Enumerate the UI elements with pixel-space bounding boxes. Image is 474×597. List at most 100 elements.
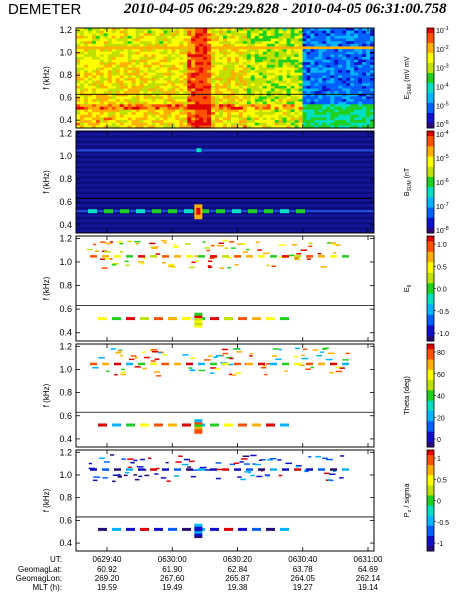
spectrogram-cell xyxy=(334,62,339,66)
spectrogram-cell xyxy=(270,30,276,34)
y-tick-label: 1.2 xyxy=(59,341,72,351)
y-tick-label: 1.0 xyxy=(59,151,72,161)
spectrogram-cell xyxy=(290,64,296,68)
spectrogram-cell xyxy=(135,30,141,34)
spectrogram-cell xyxy=(191,38,196,42)
spectrogram-cell xyxy=(151,54,157,58)
spectrogram-cell xyxy=(99,85,105,90)
spectrogram-cell xyxy=(203,56,208,61)
spectrogram-cell xyxy=(203,122,208,126)
spectrogram-cell xyxy=(370,35,375,40)
spectrogram-cell xyxy=(258,75,264,79)
spectrogram-cell xyxy=(191,80,196,84)
colorbar-cell xyxy=(427,512,434,515)
spectrogram-cell xyxy=(199,83,204,87)
spectrogram-cell xyxy=(207,51,212,55)
spectrogram-cell xyxy=(191,49,196,53)
scatter-mark xyxy=(280,527,289,531)
spectrogram-cell xyxy=(76,49,81,53)
spectrogram-cell xyxy=(179,106,184,111)
scatter-mark xyxy=(332,243,338,246)
spectrogram-cell xyxy=(282,30,288,34)
spectrogram-cell xyxy=(254,106,260,111)
spectrogram-cell xyxy=(278,93,284,97)
spectrogram-cell xyxy=(258,38,264,42)
scatter-mark xyxy=(294,257,299,259)
spectrogram-cell xyxy=(270,33,276,37)
spectrogram-cell xyxy=(362,83,367,87)
spectrogram-cell xyxy=(258,88,264,92)
spectrogram-cell xyxy=(107,59,113,63)
spectrogram-cell xyxy=(250,93,256,97)
spectrogram-cell xyxy=(282,80,288,84)
spectrogram-cell xyxy=(322,78,327,82)
spectrogram-cell xyxy=(195,33,200,37)
spectrogram-cell xyxy=(278,78,284,82)
spectrogram-cell xyxy=(346,64,351,68)
spectrogram-cell xyxy=(254,101,260,105)
spectrogram-cell xyxy=(91,75,97,79)
spectrogram-cell xyxy=(215,114,220,118)
scatter-mark xyxy=(126,362,133,366)
spectrogram-cell xyxy=(234,30,240,34)
spectrogram-cell xyxy=(80,43,85,47)
spectrogram-cell xyxy=(139,43,145,47)
spectrogram-cell xyxy=(238,78,244,82)
scatter-mark xyxy=(322,347,329,350)
y-axis-label: f (kHz) xyxy=(42,170,51,194)
spectrogram-cell xyxy=(119,80,125,84)
spectrogram-cell xyxy=(270,78,276,82)
scatter-mark xyxy=(243,463,250,465)
spectrogram-cell xyxy=(306,83,312,87)
spectrogram-cell xyxy=(171,109,176,113)
scatter-mark xyxy=(140,423,149,427)
spectrogram-cell xyxy=(171,85,176,90)
spectrogram-cell xyxy=(342,70,347,74)
spectrogram-cell xyxy=(358,88,363,92)
spectrogram-cell xyxy=(103,43,109,47)
spectrogram-stripe xyxy=(76,187,374,189)
colorbar-cell xyxy=(427,159,434,163)
spectrogram-cell xyxy=(370,101,375,105)
spectrogram-cell xyxy=(362,51,367,55)
scatter-mark xyxy=(182,423,191,427)
spectrogram-cell xyxy=(183,91,188,95)
spectrogram-cell xyxy=(282,85,288,90)
spectrogram-cell xyxy=(278,112,284,116)
spectrogram-cell xyxy=(167,67,172,71)
x-axis-value: 19.49 xyxy=(162,583,183,592)
spectrogram-cell xyxy=(95,99,101,103)
spectrogram-cell xyxy=(143,83,149,87)
spectrogram-cell xyxy=(298,56,304,61)
spectrogram-cell xyxy=(342,96,347,100)
spectrogram-cell xyxy=(147,41,153,45)
colorbar-cell xyxy=(427,168,434,171)
spectrogram-cell xyxy=(234,72,240,76)
spectrogram-cell xyxy=(242,62,248,66)
spectrogram-cell xyxy=(179,125,184,129)
spectrogram-cell xyxy=(314,51,319,55)
scatter-mark xyxy=(198,369,206,372)
spectrogram-cell xyxy=(151,122,157,126)
spectrogram-cell xyxy=(310,67,315,71)
spectrogram-cell xyxy=(318,43,323,47)
spectrogram-cell xyxy=(175,99,180,103)
spectrogram-cell xyxy=(99,101,105,105)
spectrogram-cell xyxy=(179,54,184,58)
spectrogram-cell xyxy=(350,83,355,87)
scatter-mark xyxy=(104,461,110,463)
spectrogram-cell xyxy=(346,80,351,84)
spectrogram-cell xyxy=(131,96,137,100)
spectrogram-cell xyxy=(334,35,339,40)
spectrogram-cell xyxy=(95,54,101,58)
scatter-mark xyxy=(154,527,163,531)
spectrogram-cell xyxy=(183,41,188,45)
spectrogram-cell xyxy=(227,70,232,74)
spectrogram-cell xyxy=(242,106,248,111)
spectrogram-cell xyxy=(203,75,208,79)
spectrogram-cell xyxy=(294,93,300,97)
spectrogram-cell xyxy=(80,96,85,100)
spectrogram-cell xyxy=(80,46,85,50)
scatter-mark xyxy=(256,475,263,478)
spectrogram-cell xyxy=(227,109,232,113)
